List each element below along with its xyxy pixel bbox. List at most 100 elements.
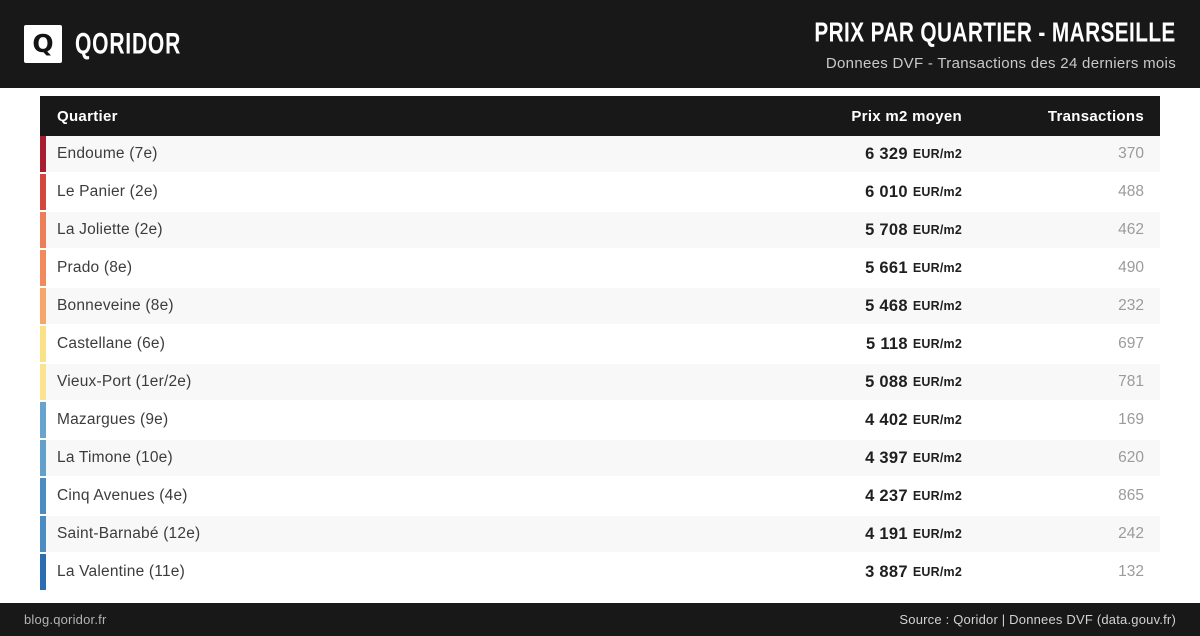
price-cell: 5 088 EUR/m2: [662, 364, 962, 400]
price-unit: EUR/m2: [912, 527, 962, 541]
price-accent-bar: [40, 554, 46, 590]
table-row: Endoume (7e) 6 329 EUR/m2 370: [40, 136, 1160, 174]
transactions-cell: 132: [1118, 563, 1144, 580]
table-row: Castellane (6e) 5 118 EUR/m2 697: [40, 326, 1160, 364]
price-accent-bar: [40, 364, 46, 400]
transactions-cell: 232: [1118, 297, 1144, 314]
price-unit: EUR/m2: [912, 489, 962, 503]
price-value: 3 887: [865, 562, 908, 581]
price-value: 4 397: [865, 448, 908, 467]
price-accent-bar: [40, 136, 46, 172]
table-row: La Timone (10e) 4 397 EUR/m2 620: [40, 440, 1160, 478]
transactions-cell: 490: [1118, 259, 1144, 276]
table-row: La Joliette (2e) 5 708 EUR/m2 462: [40, 212, 1160, 250]
price-unit: EUR/m2: [912, 261, 962, 275]
price-unit: EUR/m2: [912, 565, 962, 579]
quartier-cell: Prado (8e): [57, 259, 133, 276]
table-row: La Valentine (11e) 3 887 EUR/m2 132: [40, 554, 1160, 592]
price-table: Quartier Prix m2 moyen Transactions Endo…: [40, 96, 1160, 592]
transactions-cell: 781: [1118, 373, 1144, 390]
column-header-prix: Prix m2 moyen: [851, 107, 962, 125]
price-accent-bar: [40, 402, 46, 438]
price-value: 6 010: [865, 182, 908, 201]
price-cell: 4 191 EUR/m2: [662, 516, 962, 552]
price-unit: EUR/m2: [912, 451, 962, 465]
q-letter-icon: Q: [32, 28, 54, 58]
footer-source: Source : Qoridor | Donnees DVF (data.gou…: [899, 612, 1176, 627]
header-titles: PRIX PAR QUARTIER - MARSEILLE Donnees DV…: [724, 15, 1176, 72]
price-value: 4 191: [865, 524, 908, 543]
price-unit: EUR/m2: [912, 147, 962, 161]
price-unit: EUR/m2: [912, 375, 962, 389]
table-header-row: Quartier Prix m2 moyen Transactions: [40, 96, 1160, 136]
price-cell: 5 468 EUR/m2: [662, 288, 962, 324]
qoridor-logo-icon: Q: [24, 25, 62, 63]
brand-name: QORIDOR: [75, 27, 182, 60]
page-subtitle: Donnees DVF - Transactions des 24 dernie…: [825, 54, 1176, 72]
transactions-cell: 620: [1118, 449, 1144, 466]
column-header-quartier: Quartier: [57, 107, 118, 125]
column-header-transactions: Transactions: [1047, 107, 1144, 125]
quartier-cell: Castellane (6e): [57, 335, 166, 352]
page-title: PRIX PAR QUARTIER - MARSEILLE: [814, 15, 1176, 48]
price-cell: 5 118 EUR/m2: [662, 326, 962, 362]
price-cell: 5 708 EUR/m2: [662, 212, 962, 248]
top-bar: Q QORIDOR PRIX PAR QUARTIER - MARSEILLE …: [0, 0, 1200, 88]
footer-blog-url: blog.qoridor.fr: [24, 612, 107, 627]
quartier-cell: La Joliette (2e): [57, 221, 163, 238]
price-cell: 4 237 EUR/m2: [662, 478, 962, 514]
price-value: 5 118: [865, 334, 908, 353]
price-cell: 6 329 EUR/m2: [662, 136, 962, 172]
price-accent-bar: [40, 174, 46, 210]
table-body: Endoume (7e) 6 329 EUR/m2 370 Le Panier (…: [40, 136, 1160, 592]
price-value: 5 661: [865, 258, 908, 277]
table-row: Vieux-Port (1er/2e) 5 088 EUR/m2 781: [40, 364, 1160, 402]
price-unit: EUR/m2: [912, 299, 962, 313]
quartier-cell: Mazargues (9e): [57, 411, 169, 428]
transactions-cell: 242: [1118, 525, 1144, 542]
price-unit: EUR/m2: [912, 337, 962, 351]
price-unit: EUR/m2: [912, 185, 962, 199]
quartier-cell: Vieux-Port (1er/2e): [57, 373, 192, 390]
brand: Q QORIDOR: [24, 25, 211, 63]
price-accent-bar: [40, 440, 46, 476]
price-unit: EUR/m2: [912, 223, 962, 237]
price-accent-bar: [40, 212, 46, 248]
price-unit: EUR/m2: [912, 413, 962, 427]
quartier-cell: Cinq Avenues (4e): [57, 487, 188, 504]
transactions-cell: 865: [1118, 487, 1144, 504]
footer-bar: blog.qoridor.fr Source : Qoridor | Donne…: [0, 603, 1200, 636]
price-value: 6 329: [865, 144, 908, 163]
price-cell: 5 661 EUR/m2: [662, 250, 962, 286]
quartier-cell: Saint-Barnabé (12e): [57, 525, 201, 542]
price-cell: 3 887 EUR/m2: [662, 554, 962, 590]
transactions-cell: 462: [1118, 221, 1144, 238]
price-value: 4 402: [865, 410, 908, 429]
table-row: Le Panier (2e) 6 010 EUR/m2 488: [40, 174, 1160, 212]
table-row: Cinq Avenues (4e) 4 237 EUR/m2 865: [40, 478, 1160, 516]
price-accent-bar: [40, 478, 46, 514]
quartier-cell: Bonneveine (8e): [57, 297, 174, 314]
quartier-cell: La Valentine (11e): [57, 563, 185, 580]
table-row: Bonneveine (8e) 5 468 EUR/m2 232: [40, 288, 1160, 326]
price-cell: 6 010 EUR/m2: [662, 174, 962, 210]
quartier-cell: Le Panier (2e): [57, 183, 159, 200]
transactions-cell: 169: [1118, 411, 1144, 428]
price-cell: 4 397 EUR/m2: [662, 440, 962, 476]
price-accent-bar: [40, 516, 46, 552]
transactions-cell: 488: [1118, 183, 1144, 200]
quartier-cell: Endoume (7e): [57, 145, 158, 162]
transactions-cell: 370: [1118, 145, 1144, 162]
table-row: Mazargues (9e) 4 402 EUR/m2 169: [40, 402, 1160, 440]
transactions-cell: 697: [1118, 335, 1144, 352]
price-value: 4 237: [865, 486, 908, 505]
price-value: 5 708: [865, 220, 908, 239]
price-accent-bar: [40, 250, 46, 286]
price-accent-bar: [40, 326, 46, 362]
price-accent-bar: [40, 288, 46, 324]
price-value: 5 468: [865, 296, 908, 315]
price-cell: 4 402 EUR/m2: [662, 402, 962, 438]
table-row: Saint-Barnabé (12e) 4 191 EUR/m2 242: [40, 516, 1160, 554]
quartier-cell: La Timone (10e): [57, 449, 173, 466]
